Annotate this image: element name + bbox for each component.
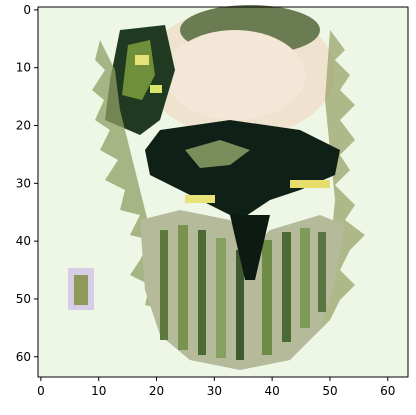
x-tick-label: 30 — [207, 384, 222, 398]
y-axis: 0 10 20 30 40 50 60 — [16, 3, 38, 364]
image-plot-area — [37, 5, 409, 378]
y-tick-label: 30 — [16, 176, 31, 190]
x-tick-label: 0 — [37, 384, 45, 398]
x-axis: 0 10 20 30 40 50 60 — [37, 377, 395, 398]
middle-band-light-patch — [185, 140, 250, 168]
x-tick-label: 50 — [322, 384, 337, 398]
x-tick-label: 10 — [91, 384, 106, 398]
x-tick-label: 60 — [380, 384, 395, 398]
right-spiky-edge — [300, 30, 365, 335]
left-spiky-edge — [92, 40, 200, 340]
left-leaf-highlight — [135, 55, 149, 65]
pot-stripe — [236, 250, 244, 360]
pot-stripe — [300, 228, 310, 328]
x-tick-label: 20 — [149, 384, 164, 398]
y-tick-label: 50 — [16, 292, 31, 306]
center-dark-notch — [230, 215, 270, 280]
pot-stripe — [216, 238, 226, 358]
pot-stripe — [282, 232, 291, 342]
pot-stripes — [160, 225, 326, 360]
pot-stripe — [318, 232, 326, 312]
left-leaf-highlight-2 — [150, 85, 162, 93]
y-tick-label: 60 — [16, 350, 31, 364]
pot-stripe — [198, 230, 206, 355]
y-tick-label: 40 — [16, 234, 31, 248]
yellow-stripe-2 — [185, 195, 215, 203]
y-tick-label: 0 — [23, 3, 31, 17]
pot-stripe — [160, 230, 168, 340]
axes-frame — [37, 6, 409, 378]
pixelated-plant-image — [68, 5, 365, 370]
y-tick-label: 20 — [16, 119, 31, 133]
yellow-stripe-1 — [290, 180, 330, 188]
dome-highlight — [165, 30, 305, 120]
x-tick-label: 40 — [265, 384, 280, 398]
pot-stripe — [262, 240, 272, 355]
y-tick-label: 10 — [16, 61, 31, 75]
pot-stripe — [178, 225, 188, 350]
small-sign-inner — [74, 275, 88, 305]
